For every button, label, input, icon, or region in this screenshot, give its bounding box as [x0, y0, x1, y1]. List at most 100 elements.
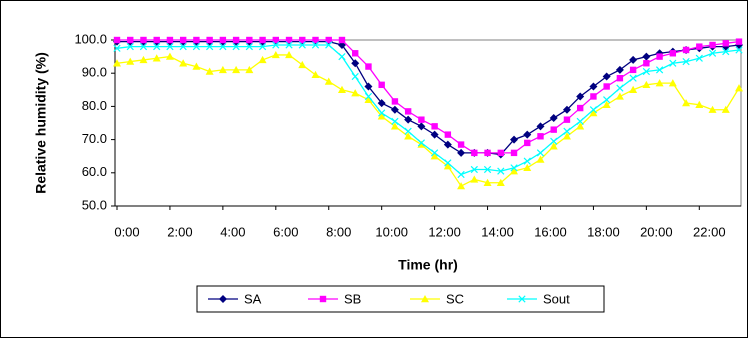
marker	[272, 41, 280, 49]
marker	[471, 149, 478, 157]
marker	[258, 55, 267, 64]
marker	[483, 165, 492, 174]
marker	[616, 74, 624, 82]
marker	[418, 116, 425, 123]
marker	[113, 59, 121, 67]
marker	[589, 106, 598, 114]
marker	[682, 46, 690, 54]
marker	[312, 36, 319, 44]
marker	[153, 43, 161, 51]
marker	[443, 162, 452, 170]
marker	[285, 41, 293, 49]
marker	[721, 105, 730, 113]
marker	[218, 65, 227, 74]
marker	[390, 105, 399, 114]
marker	[708, 49, 717, 57]
marker	[378, 109, 386, 117]
marker	[404, 115, 413, 124]
marker	[404, 108, 412, 115]
series-line	[116, 44, 740, 176]
y-tick-label: 100.0	[74, 31, 107, 46]
marker	[206, 43, 214, 51]
marker	[404, 127, 412, 135]
marker	[643, 60, 650, 67]
marker	[642, 67, 650, 76]
x-tick-label: 2:00	[167, 224, 192, 239]
marker	[378, 81, 385, 89]
marker	[510, 135, 519, 144]
marker	[589, 109, 598, 117]
marker	[576, 117, 584, 125]
marker	[179, 43, 187, 51]
marker	[669, 59, 677, 67]
marker	[193, 36, 200, 44]
marker	[524, 139, 531, 147]
marker	[166, 36, 174, 44]
marker	[139, 43, 148, 51]
legend-label: SB	[344, 291, 361, 306]
marker	[232, 43, 240, 51]
marker	[483, 178, 492, 186]
marker	[708, 105, 717, 113]
marker	[550, 137, 558, 145]
marker	[576, 92, 585, 101]
marker	[391, 117, 399, 125]
marker	[470, 165, 478, 174]
x-tick-label: 14:00	[481, 224, 514, 239]
marker	[537, 133, 544, 140]
marker	[311, 41, 320, 49]
y-tick-label: 90.0	[82, 65, 107, 80]
y-tick-label: 80.0	[82, 98, 107, 113]
marker	[430, 149, 439, 157]
x-tick-label: 12:00	[428, 224, 461, 239]
y-axis-label: Relative humidity (%)	[33, 52, 49, 194]
legend-label: Sout	[543, 291, 570, 306]
marker	[166, 43, 174, 51]
marker	[153, 36, 160, 44]
marker	[325, 41, 333, 49]
marker	[245, 65, 254, 74]
marker	[549, 114, 558, 123]
marker	[113, 36, 121, 44]
marker	[377, 99, 386, 108]
marker	[259, 36, 266, 44]
marker	[444, 159, 452, 167]
marker	[629, 74, 637, 82]
marker	[695, 100, 704, 108]
marker	[510, 149, 518, 157]
x-tick-label: 0:00	[114, 224, 139, 239]
marker	[562, 105, 571, 114]
marker	[536, 149, 545, 157]
marker	[417, 139, 426, 147]
marker	[319, 295, 327, 303]
marker	[470, 175, 479, 183]
marker	[351, 59, 360, 68]
y-tick-label: 70.0	[82, 131, 107, 146]
marker	[536, 122, 545, 131]
marker	[324, 77, 333, 85]
marker	[404, 132, 413, 140]
marker	[417, 140, 426, 148]
marker	[497, 167, 505, 175]
marker	[457, 141, 465, 148]
legend-label: SA	[244, 291, 262, 306]
marker	[337, 85, 346, 93]
marker	[285, 36, 293, 44]
marker	[549, 142, 558, 150]
marker	[615, 65, 624, 74]
marker	[298, 60, 307, 69]
x-tick-label: 10:00	[375, 224, 408, 239]
marker	[430, 152, 439, 160]
marker	[364, 82, 373, 91]
marker	[497, 149, 504, 157]
marker	[140, 36, 147, 44]
marker	[550, 126, 557, 133]
marker	[496, 178, 505, 186]
marker	[126, 43, 134, 51]
marker	[421, 295, 429, 303]
marker	[272, 36, 280, 44]
marker	[219, 295, 227, 303]
marker	[219, 43, 227, 51]
marker	[351, 72, 359, 81]
